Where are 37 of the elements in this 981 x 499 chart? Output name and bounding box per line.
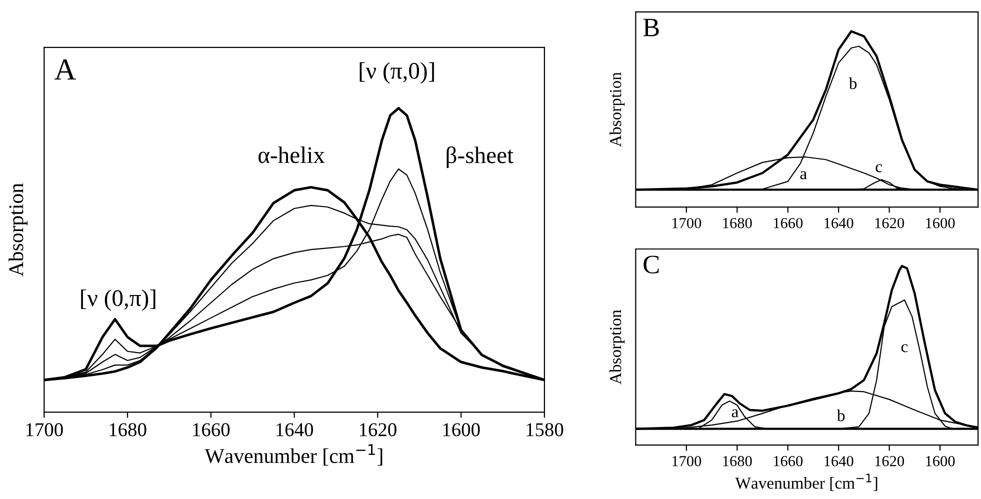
annotation: a [800, 171, 807, 180]
chart-title: C [644, 256, 659, 274]
annotation: b [848, 77, 857, 90]
x-axis-title: Wavenumber [cm$^{−1}$] [204, 444, 382, 466]
x-tick-label: 1680 [110, 423, 146, 436]
y-axis-title: Absorption [8, 183, 28, 276]
y-axis-title: Absorption [609, 310, 625, 384]
annotation: [ν (0,π)] [81, 289, 156, 311]
annotation: c [876, 164, 882, 172]
chart-title: A [54, 59, 76, 80]
x-tick-label: 1600 [443, 423, 480, 436]
x-tick-label: 1700 [672, 218, 702, 228]
x-tick-label: 1580 [526, 423, 564, 436]
annotation: b [836, 410, 845, 422]
text: [ν (π,0)] [360, 62, 434, 84]
x-tick-label: 1700 [26, 423, 63, 436]
x-tick-label: 1700 [672, 456, 702, 466]
annotation: a [732, 409, 738, 418]
x-tick-label: 1660 [193, 423, 230, 436]
x-tick-label: 1620 [875, 456, 904, 466]
x-tick-label: 1600 [926, 218, 955, 228]
x-tick-label: 1680 [723, 456, 752, 466]
x-tick-label: 1620 [360, 423, 396, 436]
x-tick-label: 1660 [774, 218, 803, 228]
x-tick-label: 1620 [875, 218, 904, 228]
x-tick-label: 1640 [276, 423, 314, 436]
annotation: α-helix [258, 146, 325, 164]
x-tick-label: 1640 [824, 456, 854, 466]
x-tick-label: 1600 [926, 456, 955, 466]
annotation: β-sheet [446, 146, 514, 168]
y-axis-title: Absorption [609, 72, 625, 147]
x-tick-label: 1640 [824, 218, 854, 228]
chart-title: B [643, 18, 659, 36]
annotation: c [901, 344, 908, 352]
x-tick-label: 1680 [723, 218, 752, 228]
x-tick-label: 1660 [774, 456, 803, 466]
x-axis-title: Wavenumber [cm$^{−1}$] [735, 474, 878, 491]
